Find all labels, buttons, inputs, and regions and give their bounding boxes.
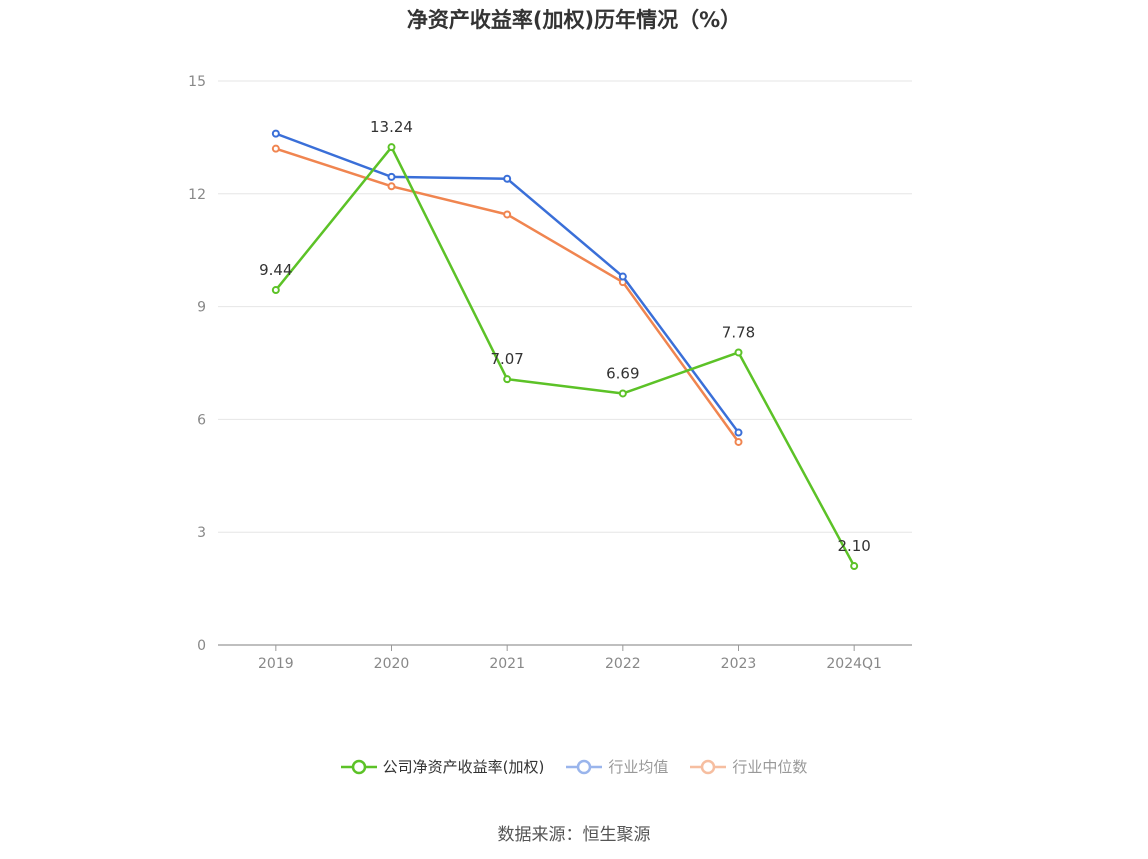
y-tick-label: 6	[197, 412, 206, 428]
data-point[interactable]	[850, 562, 859, 571]
x-tick-label: 2020	[374, 656, 410, 672]
data-point[interactable]	[503, 174, 512, 183]
legend-industry-mean-label: 行业均值	[608, 758, 669, 776]
legend: 公司净资产收益率(加权) 行业均值 行业中位数	[0, 756, 1148, 777]
data-label: 9.44	[259, 261, 292, 279]
legend-industry-mean-icon	[566, 759, 603, 774]
data-point[interactable]	[618, 389, 627, 398]
data-label: 2.10	[837, 537, 870, 555]
data-point[interactable]	[387, 143, 396, 152]
y-tick-label: 15	[188, 74, 206, 90]
legend-company-icon	[340, 759, 377, 774]
data-point[interactable]	[734, 348, 743, 357]
x-axis: 2019 2020 2021 2022 2023 2024Q1	[218, 644, 912, 672]
legend-item-company[interactable]: 公司净资产收益率(加权)	[340, 756, 545, 777]
y-tick-label: 3	[197, 525, 206, 541]
data-source: 数据来源：恒生聚源	[497, 825, 651, 845]
y-tick-label: 9	[197, 300, 206, 316]
series-line-0	[274, 145, 856, 567]
data-label: 7.78	[722, 323, 755, 341]
data-point[interactable]	[271, 286, 280, 295]
data-label: 6.69	[606, 364, 639, 382]
y-tick-label: 0	[197, 638, 206, 654]
legend-item-industry-median[interactable]: 行业中位数	[690, 756, 807, 777]
y-tick-label: 12	[188, 187, 206, 203]
series-line-2	[275, 147, 740, 443]
data-point[interactable]	[387, 172, 396, 181]
data-point[interactable]	[503, 210, 512, 219]
y-axis-ticks: 0 3 6 9 12 15	[188, 74, 206, 654]
data-point[interactable]	[618, 272, 627, 281]
x-tick-label: 2022	[605, 656, 641, 672]
x-tick-label: 2021	[489, 656, 525, 672]
data-point[interactable]	[271, 144, 280, 153]
grid-lines	[218, 80, 912, 533]
data-label: 13.24	[370, 118, 413, 136]
legend-industry-median-label: 行业中位数	[732, 758, 808, 776]
x-tick-label: 2024Q1	[826, 656, 882, 672]
chart-title: 净资产收益率(加权)历年情况（%）	[406, 8, 742, 32]
legend-company-label: 公司净资产收益率(加权)	[382, 758, 545, 776]
data-point[interactable]	[503, 375, 512, 384]
legend-industry-median-icon	[690, 759, 727, 774]
data-point[interactable]	[387, 182, 396, 191]
data-point[interactable]	[271, 129, 280, 138]
data-labels: 9.44 13.24 7.07 6.69 7.78 2.10	[259, 118, 871, 555]
x-tick-label: 2023	[721, 656, 757, 672]
legend-item-industry-mean[interactable]: 行业均值	[566, 756, 668, 777]
data-point[interactable]	[734, 437, 743, 446]
data-label: 7.07	[490, 350, 523, 368]
series-lines	[271, 129, 859, 571]
data-point[interactable]	[734, 428, 743, 437]
x-tick-label: 2019	[258, 656, 294, 672]
